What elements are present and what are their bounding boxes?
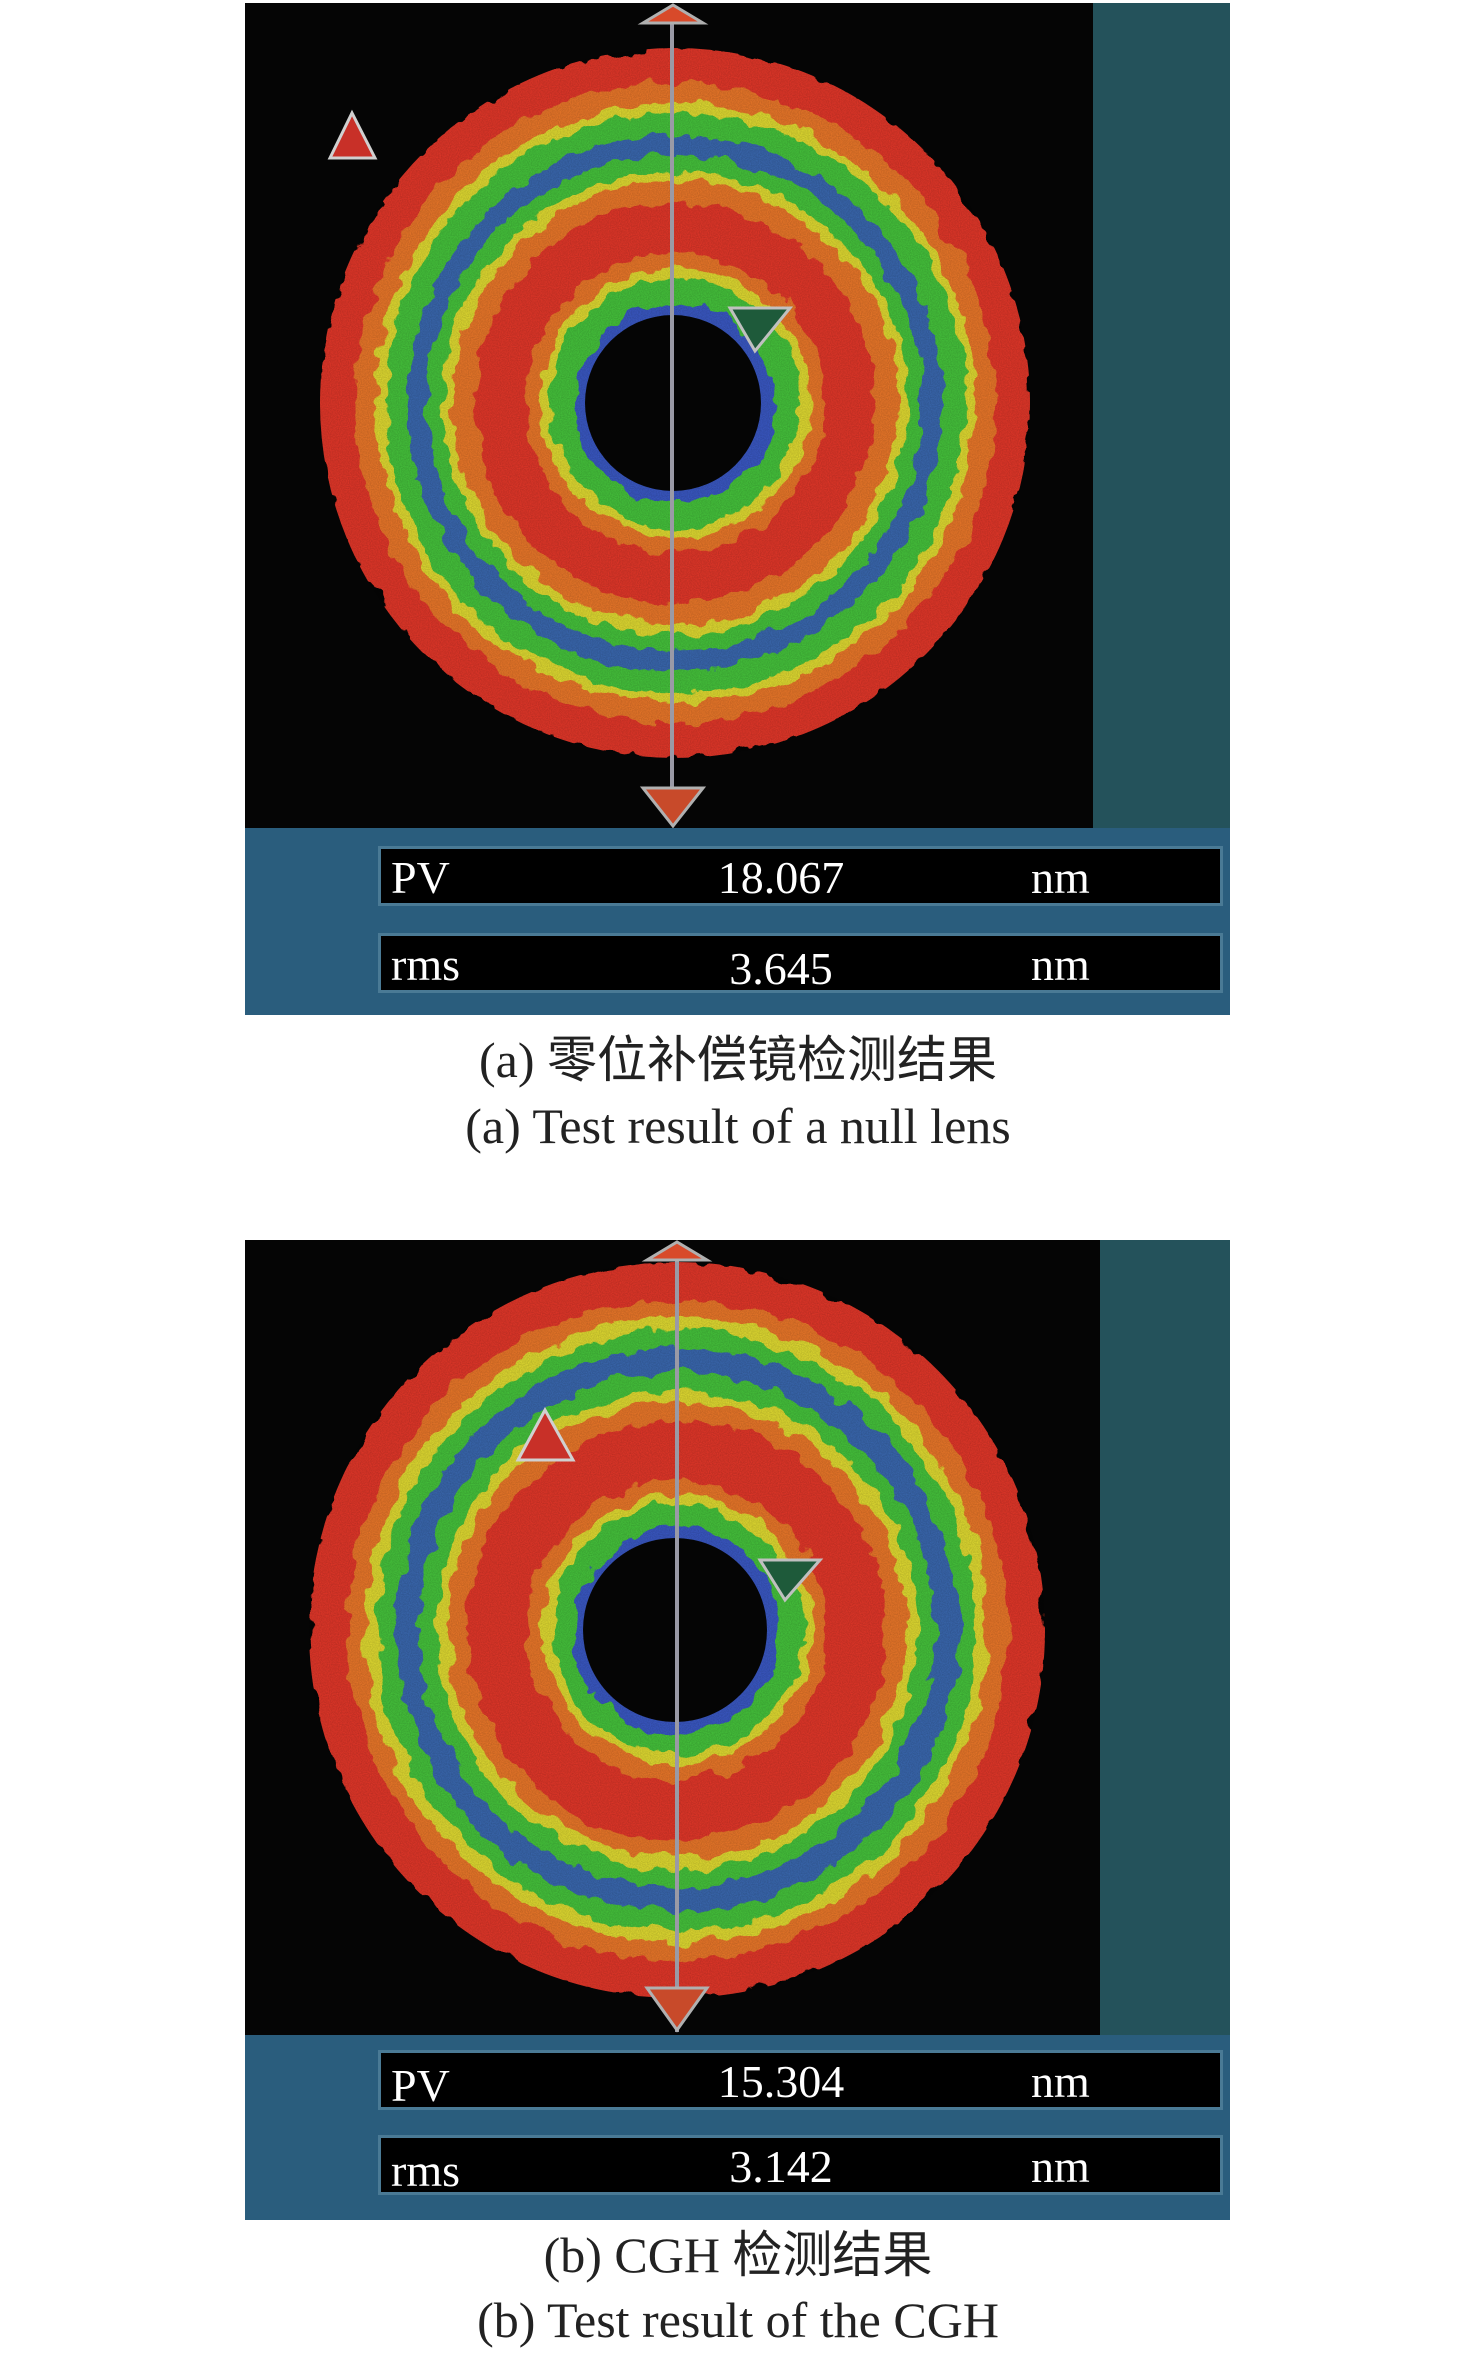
caption-cn-b: (b) CGH 检测结果 (543, 2227, 933, 2283)
rms-value: 3.142 (729, 2141, 833, 2192)
rms-label: rms (391, 2145, 460, 2196)
rms-readout-b: rms 3.142 nm (378, 2135, 1223, 2196)
surface-map-b (245, 1240, 1100, 2035)
pv-label: PV (391, 852, 450, 903)
interferogram-image-a (245, 3, 1100, 828)
caption-en-a: (a) Test result of a null lens (465, 1098, 1011, 1154)
profile-start-marker-a (637, 3, 709, 25)
profile-start-marker-b (641, 1240, 713, 1262)
profile-end-marker-b (644, 1986, 710, 2033)
min-marker-a (727, 306, 794, 354)
surface-map-a (245, 3, 1100, 828)
profile-end-marker-a (639, 786, 707, 828)
max-marker-a (327, 109, 378, 160)
pv-readout-a: PV 18.067 nm (378, 846, 1223, 906)
interferogram-panel-a: PV 18.067 nm rms 3.645 nm (245, 3, 1230, 1015)
rms-value: 3.645 (729, 943, 833, 994)
pv-label: PV (391, 2060, 450, 2111)
rms-unit: nm (1031, 2141, 1090, 2192)
caption-cn-a: (a) 零位补偿镜检测结果 (479, 1032, 997, 1088)
rms-label: rms (391, 939, 460, 990)
max-marker-b (515, 1406, 576, 1462)
rms-unit: nm (1031, 939, 1090, 990)
pv-value: 15.304 (717, 2056, 845, 2107)
readout-bar-a: PV 18.067 nm rms 3.645 nm (245, 828, 1230, 1015)
caption-en-b: (b) Test result of the CGH (477, 2292, 999, 2348)
rms-readout-a: rms 3.645 nm (378, 933, 1223, 994)
pv-value: 18.067 (717, 852, 845, 903)
interferogram-panel-b: PV 15.304 nm rms 3.142 nm (245, 1240, 1230, 2220)
pv-unit: nm (1031, 852, 1090, 903)
interferogram-image-b (245, 1240, 1100, 2035)
pv-unit: nm (1031, 2056, 1090, 2107)
min-marker-b (757, 1558, 824, 1603)
pv-readout-b: PV 15.304 nm (378, 2050, 1223, 2111)
readout-bar-b: PV 15.304 nm rms 3.142 nm (245, 2035, 1230, 2220)
